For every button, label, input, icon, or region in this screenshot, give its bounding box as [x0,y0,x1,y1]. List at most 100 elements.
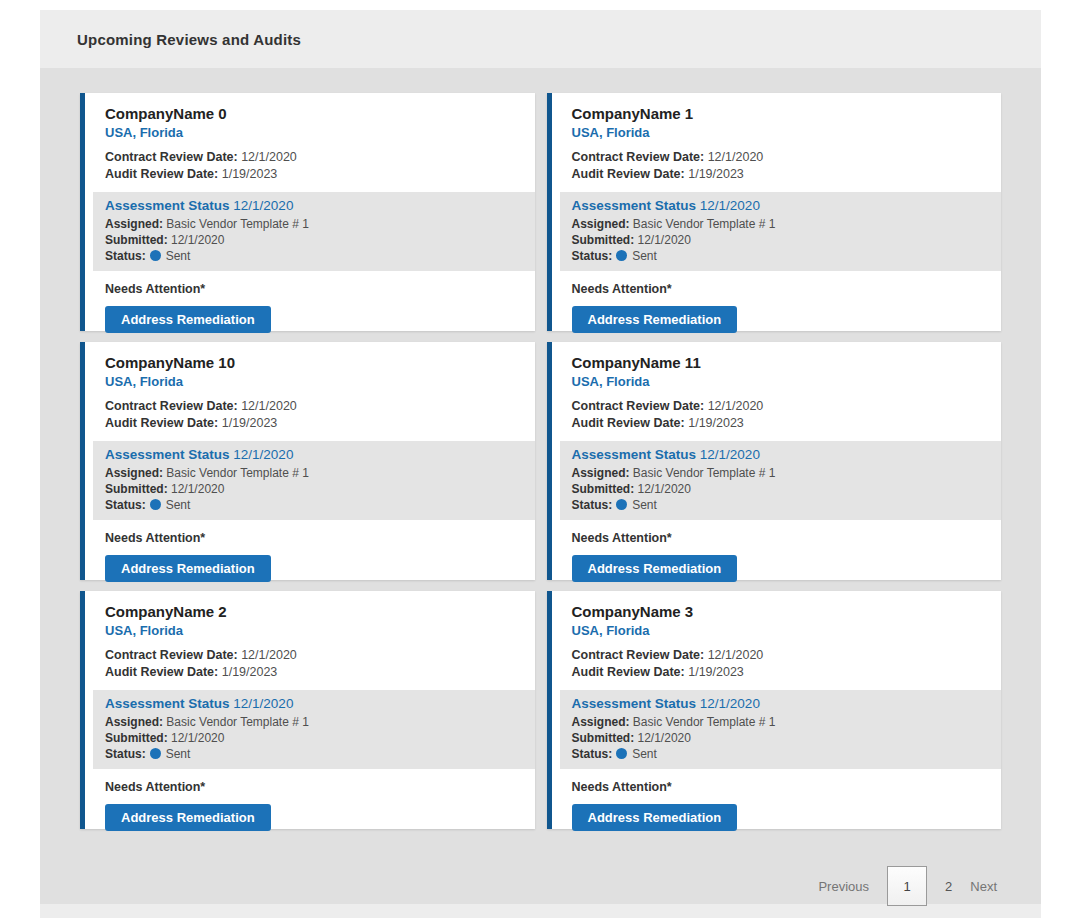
status-label: Status: [105,498,146,512]
assessment-status-date: 12/1/2020 [700,696,760,711]
company-location-link[interactable]: USA, Florida [572,125,1002,140]
submitted-line: Submitted: 12/1/2020 [105,730,525,746]
status-sent-dot-icon [150,250,161,261]
submitted-value: 12/1/2020 [638,233,691,247]
status-line: Status:Sent [105,248,525,264]
status-label: Status: [105,747,146,761]
assigned-line: Assigned: Basic Vendor Template # 1 [572,714,992,730]
status-label: Status: [572,249,613,263]
needs-attention-label: Needs Attention* [105,282,535,296]
address-remediation-button[interactable]: Address Remediation [105,306,271,333]
status-sent-dot-icon [150,748,161,759]
assessment-status-title-line: Assessment Status 12/1/2020 [105,198,525,213]
company-location-link[interactable]: USA, Florida [572,374,1002,389]
cards-grid: CompanyName 0 USA, Florida Contract Revi… [40,68,1041,829]
assigned-line: Assigned: Basic Vendor Template # 1 [105,216,525,232]
pagination-page-1-current[interactable]: 1 [887,866,927,906]
submitted-line: Submitted: 12/1/2020 [572,481,992,497]
contract-review-date-value: 12/1/2020 [708,150,764,164]
assigned-label: Assigned: [105,217,163,231]
assigned-label: Assigned: [105,715,163,729]
company-name: CompanyName 10 [105,354,535,371]
assigned-label: Assigned: [572,466,630,480]
assessment-status-title-line: Assessment Status 12/1/2020 [105,696,525,711]
status-value: Sent [632,498,657,512]
audit-review-date-line: Audit Review Date: 1/19/2023 [105,166,535,182]
pagination: Previous 1 2 Next [40,866,1041,906]
status-value: Sent [632,747,657,761]
assessment-status-date: 12/1/2020 [700,198,760,213]
needs-attention-label: Needs Attention* [572,282,1002,296]
contract-review-date-value: 12/1/2020 [708,648,764,662]
address-remediation-button[interactable]: Address Remediation [572,555,738,582]
assessment-status-box: Assessment Status 12/1/2020 Assigned: Ba… [93,441,535,520]
assessment-status-link[interactable]: Assessment Status [105,447,230,462]
contract-review-date-value: 12/1/2020 [708,399,764,413]
status-line: Status:Sent [572,497,992,513]
status-sent-dot-icon [150,499,161,510]
vendor-card: CompanyName 3 USA, Florida Contract Revi… [547,591,1002,829]
contract-review-date-label: Contract Review Date: [105,150,238,164]
submitted-value: 12/1/2020 [171,731,224,745]
assessment-status-link[interactable]: Assessment Status [572,696,697,711]
status-line: Status:Sent [105,746,525,762]
panel-footer-strip [40,904,1041,918]
vendor-card: CompanyName 11 USA, Florida Contract Rev… [547,342,1002,580]
audit-review-date-label: Audit Review Date: [572,167,685,181]
assigned-label: Assigned: [572,217,630,231]
assessment-status-link[interactable]: Assessment Status [105,198,230,213]
company-name: CompanyName 2 [105,603,535,620]
company-location-link[interactable]: USA, Florida [572,623,1002,638]
vendor-card: CompanyName 10 USA, Florida Contract Rev… [80,342,535,580]
submitted-label: Submitted: [105,233,168,247]
status-line: Status: Sent [572,746,992,762]
pagination-next[interactable]: Next [970,879,997,894]
assigned-value: Basic Vendor Template # 1 [166,715,309,729]
address-remediation-button[interactable]: Address Remediation [572,306,738,333]
company-name: CompanyName 11 [572,354,1002,371]
assessment-status-link[interactable]: Assessment Status [105,696,230,711]
assessment-status-box: Assessment Status 12/1/2020 Assigned: Ba… [560,192,1002,271]
status-value: Sent [632,249,657,263]
panel-body: CompanyName 0 USA, Florida Contract Revi… [40,68,1041,904]
audit-review-date-line: Audit Review Date: 1/19/2023 [572,166,1002,182]
contract-review-date-label: Contract Review Date: [572,399,705,413]
panel-header: Upcoming Reviews and Audits [40,10,1041,68]
needs-attention-label: Needs Attention* [572,531,1002,545]
assigned-line: Assigned: Basic Vendor Template # 1 [572,465,992,481]
assigned-label: Assigned: [105,466,163,480]
needs-attention-label: Needs Attention* [105,780,535,794]
company-name: CompanyName 1 [572,105,1002,122]
audit-review-date-value: 1/19/2023 [688,665,744,679]
address-remediation-button[interactable]: Address Remediation [105,555,271,582]
contract-review-date-line: Contract Review Date: 12/1/2020 [105,398,535,414]
address-remediation-button[interactable]: Address Remediation [572,804,738,831]
submitted-line: Submitted: 12/1/2020 [572,730,992,746]
assigned-line: Assigned: Basic Vendor Template # 1 [572,216,992,232]
audit-review-date-label: Audit Review Date: [105,416,218,430]
company-name: CompanyName 3 [572,603,1002,620]
audit-review-date-label: Audit Review Date: [572,416,685,430]
company-location-link[interactable]: USA, Florida [105,623,535,638]
pagination-previous[interactable]: Previous [818,879,869,894]
assessment-status-date: 12/1/2020 [233,447,293,462]
status-label: Status: [572,747,613,761]
contract-review-date-line: Contract Review Date: 12/1/2020 [572,647,1002,663]
status-value: Sent [166,249,191,263]
company-location-link[interactable]: USA, Florida [105,374,535,389]
submitted-label: Submitted: [572,233,635,247]
company-location-link[interactable]: USA, Florida [105,125,535,140]
address-remediation-button[interactable]: Address Remediation [105,804,271,831]
assessment-status-title-line: Assessment Status 12/1/2020 [572,447,992,462]
status-line: Status: Sent [572,248,992,264]
vendor-card: CompanyName 0 USA, Florida Contract Revi… [80,93,535,331]
contract-review-date-value: 12/1/2020 [241,150,297,164]
status-sent-dot-icon [616,250,627,261]
submitted-label: Submitted: [105,731,168,745]
assessment-status-link[interactable]: Assessment Status [572,198,697,213]
vendor-card: CompanyName 2 USA, Florida Contract Revi… [80,591,535,829]
contract-review-date-line: Contract Review Date: 12/1/2020 [572,149,1002,165]
pagination-page-2[interactable]: 2 [945,879,952,894]
assessment-status-link[interactable]: Assessment Status [572,447,697,462]
submitted-value: 12/1/2020 [638,731,691,745]
